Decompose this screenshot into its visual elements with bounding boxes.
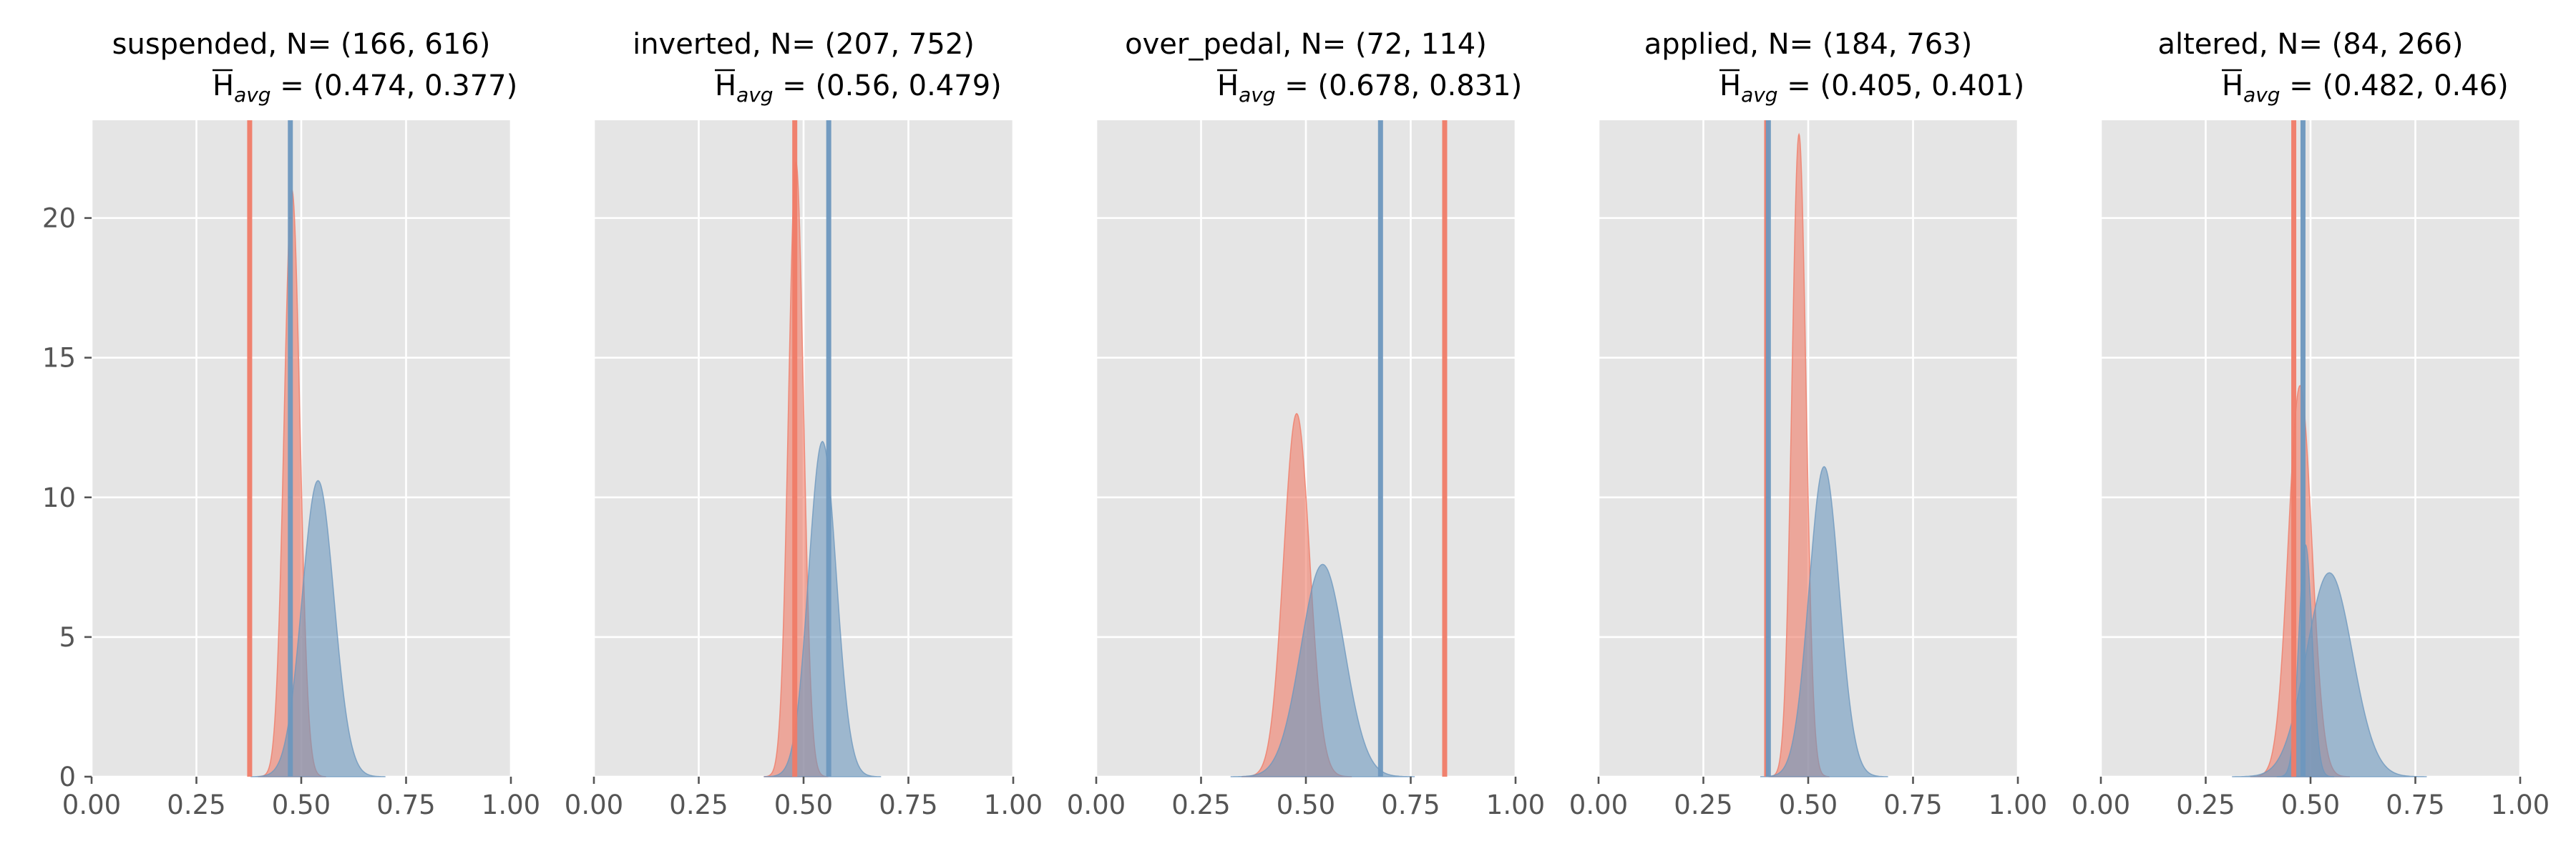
- x-tick-label: 0.00: [565, 790, 623, 820]
- blue-density-area: [1760, 465, 1888, 777]
- x-tick-label: 0.25: [1171, 790, 1230, 820]
- blue-density-area: [763, 440, 882, 777]
- panel-title: inverted, N= (207, 752): [633, 28, 975, 61]
- havg-label: Havg = (0.678, 0.831): [1217, 69, 1522, 107]
- blue-density-area-2: [2232, 572, 2427, 777]
- havg-label: Havg = (0.474, 0.377): [213, 69, 517, 107]
- blue-density-area: [250, 480, 386, 777]
- havg-subscript: avg: [1741, 83, 1778, 107]
- x-tick-label: 1.00: [1989, 790, 2047, 820]
- x-tick-label: 0.50: [2281, 790, 2340, 820]
- havg-symbol: H: [2222, 69, 2243, 102]
- x-tick-label: 0.00: [1569, 790, 1628, 820]
- x-tick-label: 0.75: [1883, 790, 1942, 820]
- x-tick-label: 0.75: [879, 790, 937, 820]
- x-tick-label: 0.25: [669, 790, 728, 820]
- x-tick-label: 1.00: [482, 790, 540, 820]
- havg-values: = (0.678, 0.831): [1276, 69, 1523, 102]
- y-tick-label: 10: [42, 482, 76, 513]
- x-tick-label: 0.00: [2072, 790, 2130, 820]
- x-tick-label: 0.50: [1779, 790, 1838, 820]
- blue-density-area: [1230, 563, 1415, 777]
- havg-symbol: H: [1217, 69, 1239, 102]
- havg-values: = (0.474, 0.377): [271, 69, 518, 102]
- havg-label: Havg = (0.56, 0.479): [715, 69, 1002, 107]
- havg-label: Havg = (0.405, 0.401): [1719, 69, 2024, 107]
- x-tick-label: 1.00: [1486, 790, 1545, 820]
- y-tick-label: 15: [42, 343, 76, 374]
- x-tick-label: 0.50: [774, 790, 833, 820]
- x-tick-label: 0.75: [376, 790, 435, 820]
- x-tick-label: 0.00: [1067, 790, 1126, 820]
- panel-title: over_pedal, N= (72, 114): [1125, 28, 1487, 61]
- havg-label: Havg = (0.482, 0.46): [2222, 69, 2509, 107]
- panel-altered: 0.00 0.25 0.50 0.75 1.00 altered, N= (84, 266…: [2072, 28, 2550, 820]
- havg-symbol: H: [213, 69, 234, 102]
- panel-over_pedal: 0.00 0.25 0.50 0.75 1.00 over_pedal, N= (72, …: [1067, 28, 1545, 820]
- panel-suspended: 0.00 0.25 0.50 0.75 1.00 0 5 10 15 20 suspended, N…: [42, 28, 540, 820]
- panel-title: suspended, N= (166, 616): [112, 28, 491, 61]
- x-tick-label: 0.75: [2386, 790, 2444, 820]
- x-tick-label: 0.50: [272, 790, 331, 820]
- panel-title: altered, N= (84, 266): [2158, 28, 2464, 61]
- x-tick-label: 0.25: [1674, 790, 1732, 820]
- x-tick-label: 0.25: [167, 790, 225, 820]
- panel-inverted: 0.00 0.25 0.50 0.75 1.00 inverted, N= (207, 7…: [565, 28, 1043, 820]
- x-tick-label: 1.00: [2491, 790, 2550, 820]
- y-tick-label: 5: [59, 622, 76, 653]
- havg-symbol: H: [715, 69, 736, 102]
- havg-subscript: avg: [736, 83, 774, 107]
- x-tick-label: 0.25: [2176, 790, 2235, 820]
- x-tick-label: 0.50: [1277, 790, 1335, 820]
- havg-subscript: avg: [2243, 83, 2280, 107]
- x-tick-label: 0.75: [1381, 790, 1440, 820]
- panel-title: applied, N= (184, 763): [1644, 28, 1972, 61]
- panel-applied: 0.00 0.25 0.50 0.75 1.00 applied, N= (184, 76…: [1569, 28, 2047, 820]
- havg-values: = (0.56, 0.479): [774, 69, 1002, 102]
- y-tick-label: 0: [59, 762, 76, 792]
- havg-symbol: H: [1719, 69, 1741, 102]
- havg-subscript: avg: [1239, 83, 1276, 107]
- havg-values: = (0.482, 0.46): [2280, 69, 2509, 102]
- havg-values: = (0.405, 0.401): [1778, 69, 2025, 102]
- havg-subscript: avg: [234, 83, 271, 107]
- x-tick-label: 0.00: [62, 790, 121, 820]
- y-tick-label: 20: [42, 203, 76, 234]
- x-tick-label: 1.00: [984, 790, 1043, 820]
